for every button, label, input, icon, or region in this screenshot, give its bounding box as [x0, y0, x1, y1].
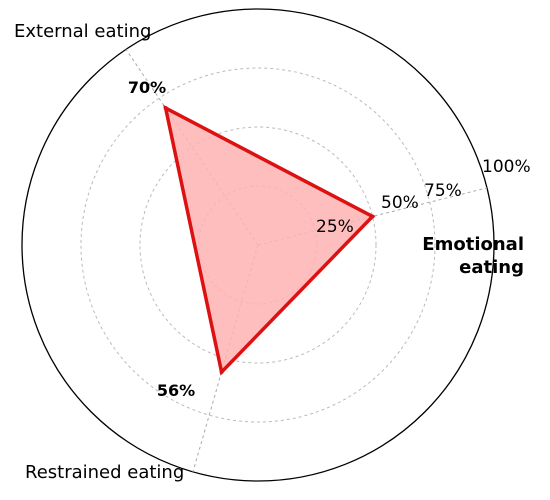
data-point-1	[163, 106, 168, 111]
grid-ring-50	[139, 126, 377, 364]
label-layer: 25% 50% 75% 100% Emotional eating Extern…	[14, 21, 531, 483]
data-point-2	[219, 370, 224, 375]
outer-ring	[21, 8, 495, 482]
axis-label-emotional-line1: Emotional	[422, 234, 524, 255]
data-polygon	[163, 104, 376, 376]
tick-label-25: 25%	[316, 217, 354, 237]
axis-label-external: External eating	[14, 21, 151, 42]
axis-label-restrained: Restrained eating	[25, 462, 184, 483]
tick-label-75: 75%	[424, 181, 462, 201]
data-label-restrained: 56%	[157, 381, 195, 400]
tick-label-50: 50%	[381, 193, 419, 213]
data-layer	[163, 104, 376, 376]
data-point-0	[370, 214, 375, 219]
grid-ring-75	[80, 67, 436, 423]
tick-label-100: 100%	[482, 157, 531, 177]
axis-label-emotional-line2: eating	[459, 257, 524, 278]
data-label-external: 70%	[128, 78, 166, 97]
